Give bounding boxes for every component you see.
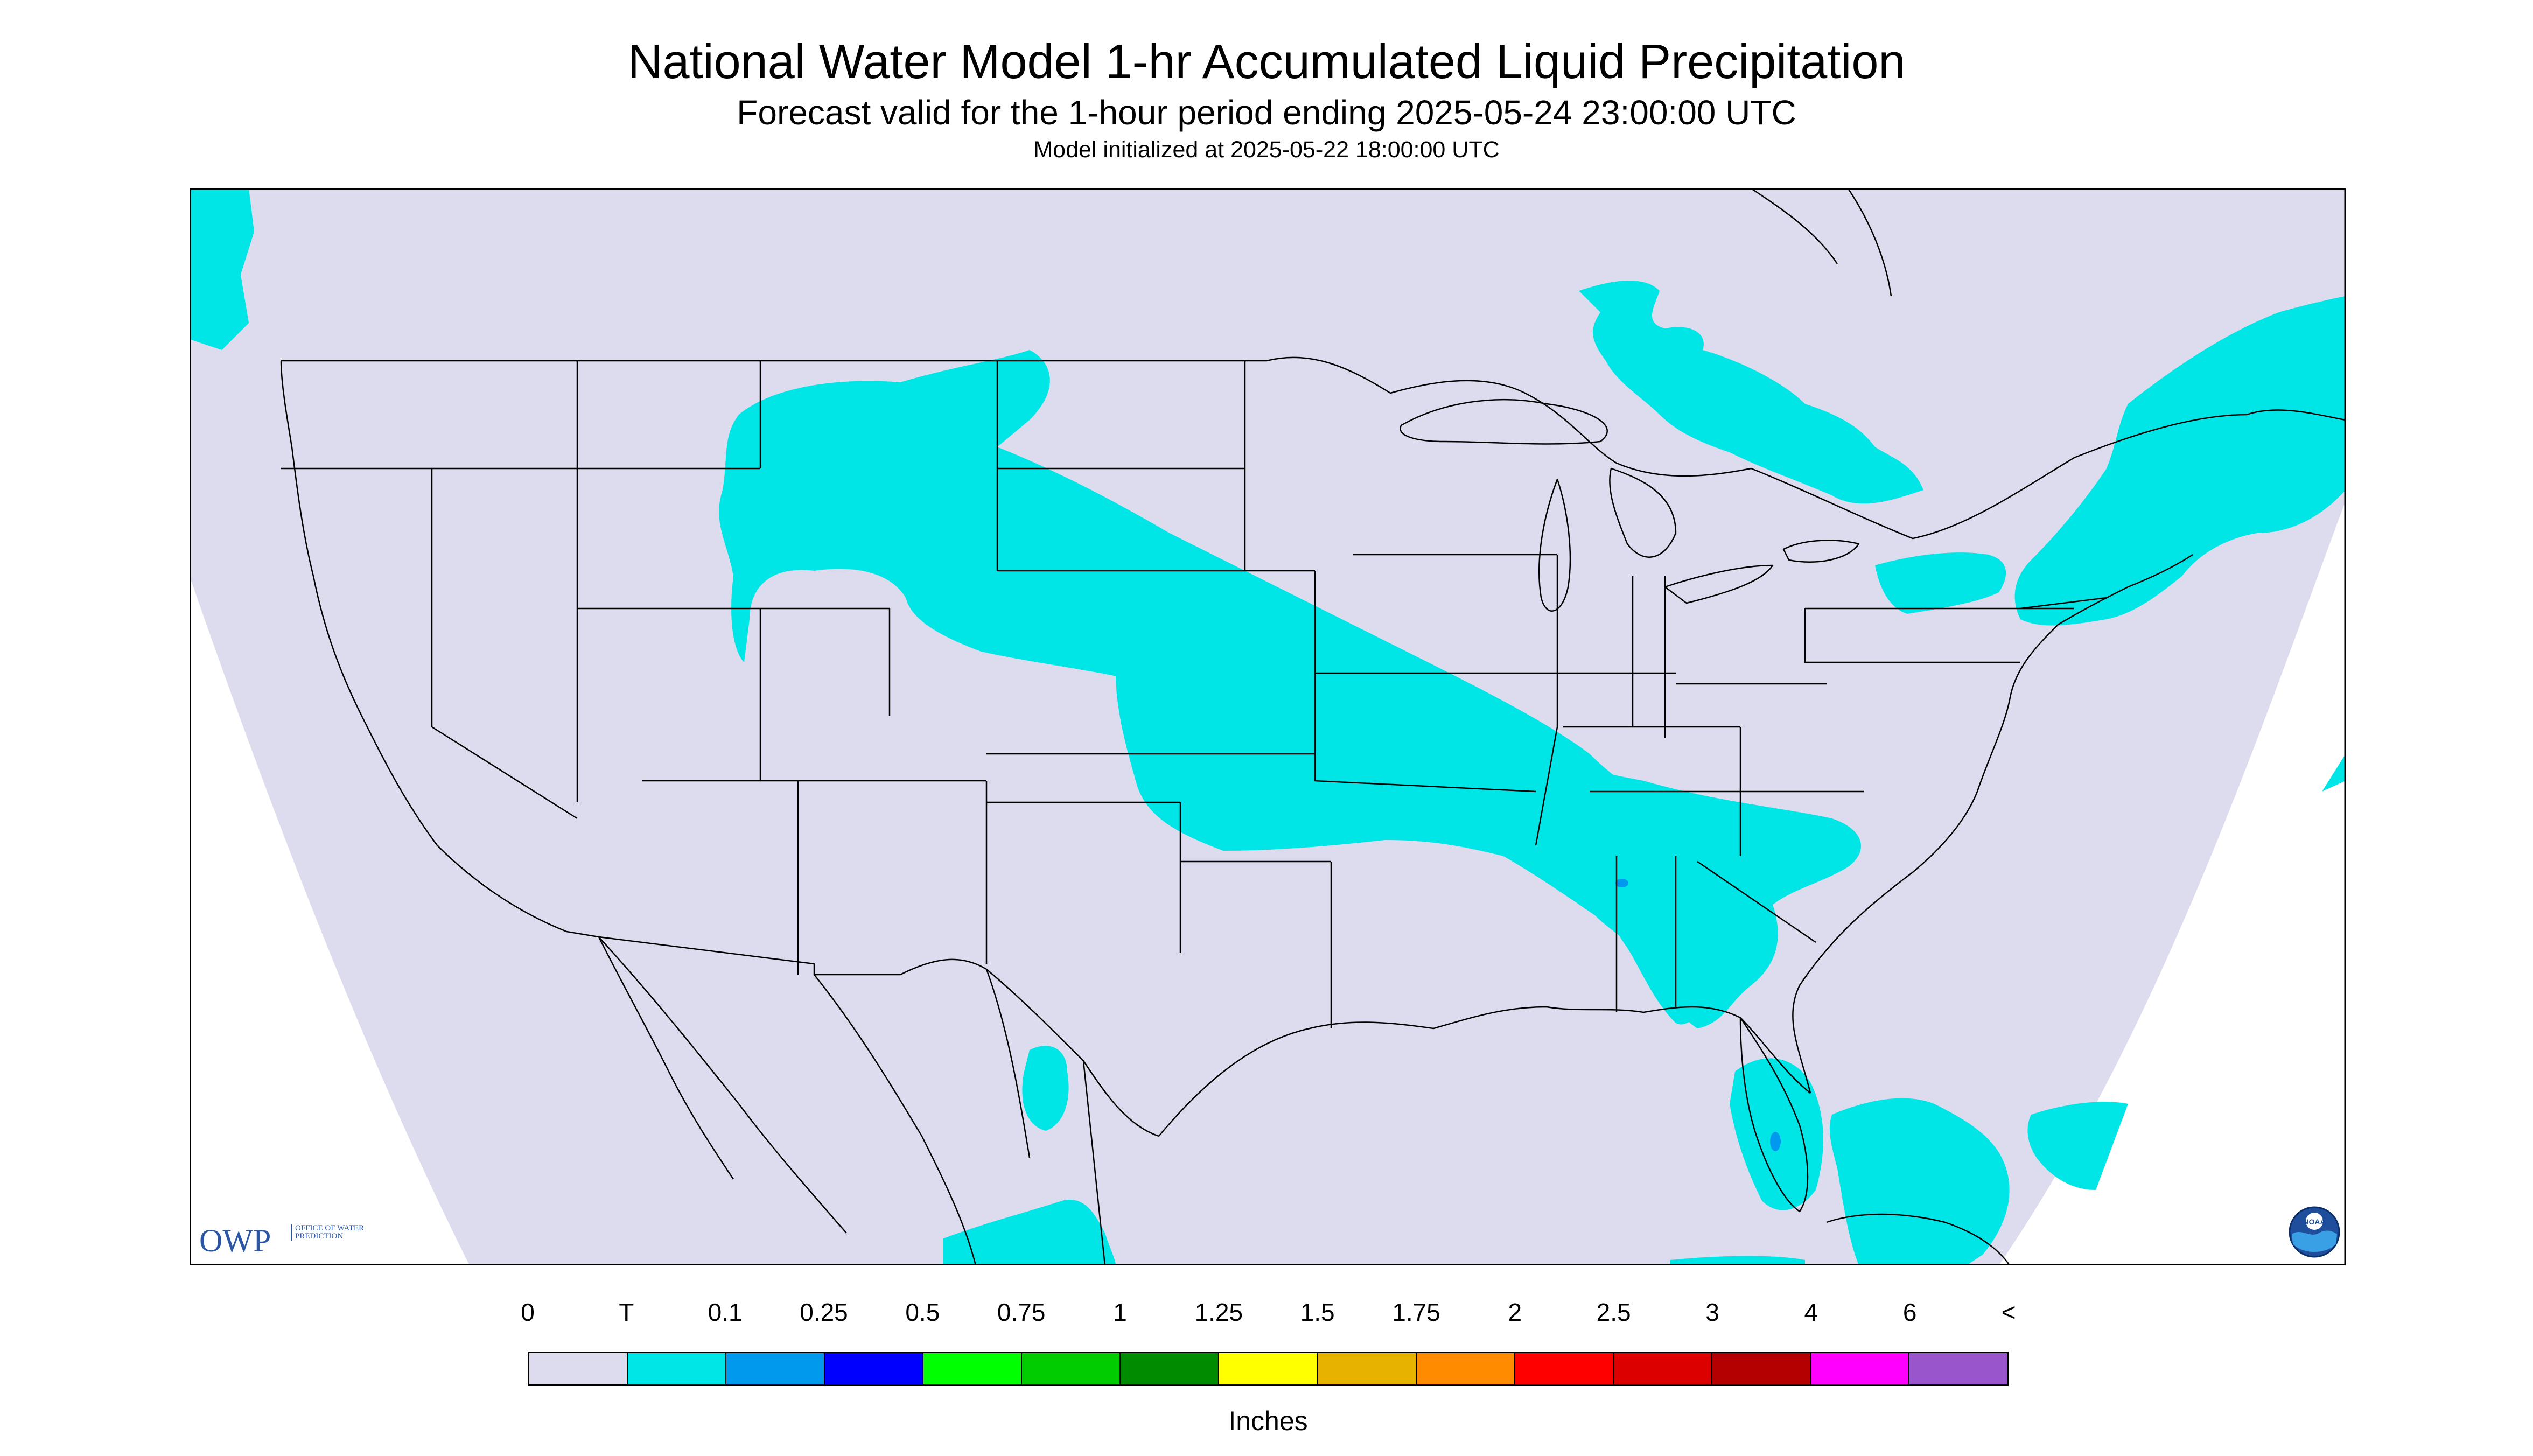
legend-swatch <box>628 1353 727 1384</box>
legend-tick-label: 1.5 <box>1300 1298 1335 1326</box>
legend-tick-label: < <box>2001 1298 2016 1326</box>
us-mexico-border <box>598 936 1159 1137</box>
legend-swatch <box>1909 1353 2007 1384</box>
mexico-states <box>598 936 1106 1265</box>
legend-swatch <box>1712 1353 1811 1384</box>
legend-tick-label: 2 <box>1508 1298 1522 1326</box>
lake-erie <box>1664 564 1774 604</box>
legend-swatch <box>1318 1353 1417 1384</box>
lake-huron <box>1609 467 1677 558</box>
map-title: National Water Model 1-hr Accumulated Li… <box>627 35 1906 89</box>
legend-swatch <box>1416 1353 1515 1384</box>
us-canada-border <box>281 356 2346 540</box>
precip-northern-plains <box>719 350 1676 813</box>
lake-superior <box>1400 398 1608 445</box>
precip-caribbean <box>1829 1098 2010 1265</box>
lake-michigan <box>1538 478 1571 612</box>
atlantic-coast <box>1792 554 2193 1094</box>
legend-swatch <box>825 1353 924 1384</box>
noaa-logo: NOAA <box>2289 1206 2340 1258</box>
legend-tick-label: 0 <box>521 1298 535 1326</box>
precip-legend: 0 T 0.1 0.25 0.5 0.75 1 1.25 1.5 1.75 2 2.5 3 4 6 < Inc… <box>521 1298 2016 1436</box>
precip-new-england <box>2014 296 2346 626</box>
legend-swatch <box>1613 1353 1712 1384</box>
precip-cell-alabama <box>1615 879 1628 887</box>
outside-domain-left <box>190 576 470 1265</box>
owp-logo-subtext: OFFICE OF WATER PREDICTION <box>291 1224 370 1241</box>
legend-swatch <box>1022 1353 1121 1384</box>
legend-swatch <box>1810 1353 1909 1384</box>
pacific-coast <box>280 360 599 938</box>
gulf-coast <box>1158 1006 1811 1137</box>
legend-tick-label: 0.1 <box>708 1298 743 1326</box>
precip-atlantic-east <box>2027 1102 2128 1190</box>
legend-tick-label: 3 <box>1705 1298 1719 1326</box>
boundary-lines <box>280 188 2346 1265</box>
precip-gulf-bottom <box>1670 1256 1805 1265</box>
legend-swatch <box>529 1353 628 1384</box>
legend-tick-label: 6 <box>1902 1298 1917 1326</box>
legend-tick-label: 4 <box>1804 1298 1818 1326</box>
legend-swatch <box>1121 1353 1220 1384</box>
legend-tick-label: T <box>619 1298 634 1326</box>
legend-tick-label: 0.75 <box>997 1298 1046 1326</box>
legend-swatch <box>1219 1353 1318 1384</box>
owp-logo-wordmark: OWP <box>199 1223 271 1258</box>
legend-tick-label: 1 <box>1113 1298 1127 1326</box>
precip-embedded-cells <box>1615 879 1781 1151</box>
legend-unit-label: Inches <box>1228 1406 1308 1436</box>
model-init-label: Model initialized at 2025-05-22 18:00:00… <box>1033 137 1500 163</box>
legend-tick-label: 2.5 <box>1596 1298 1631 1326</box>
precip-mexico-south <box>943 1200 1116 1265</box>
cuba-outline <box>1826 1213 2011 1265</box>
hudson-bay-edge <box>1751 188 1892 297</box>
lake-ontario <box>1782 540 1860 563</box>
precip-mexico-north <box>1022 1046 1069 1131</box>
precip-sw-sliver <box>2322 754 2346 792</box>
noaa-logo-text: NOAA <box>2303 1217 2325 1226</box>
precip-ontario-quebec <box>1579 281 1923 504</box>
outside-domain-right <box>1999 501 2346 1265</box>
baja-california <box>598 936 734 1180</box>
legend-swatch <box>726 1353 825 1384</box>
florida-outline <box>1739 1017 1809 1213</box>
legend-tick-label: 1.25 <box>1194 1298 1243 1326</box>
forecast-valid-subtitle: Forecast valid for the 1-hour period end… <box>737 93 1796 132</box>
map-border <box>190 188 2346 1265</box>
legend-colorbar <box>528 1352 2009 1386</box>
legend-swatch <box>923 1353 1023 1384</box>
precip-cell-florida <box>1770 1132 1781 1151</box>
legend-tick-label: 1.75 <box>1392 1298 1440 1326</box>
state-lines <box>281 361 2107 1028</box>
legend-tick-label: 0.5 <box>905 1298 940 1326</box>
precip-great-lakes-east <box>1875 552 2006 614</box>
precipitation-map <box>190 188 2346 1265</box>
legend-swatch <box>1515 1353 1614 1384</box>
legend-tick-label: 0.25 <box>800 1298 848 1326</box>
precip-pacific-nw <box>190 188 254 350</box>
